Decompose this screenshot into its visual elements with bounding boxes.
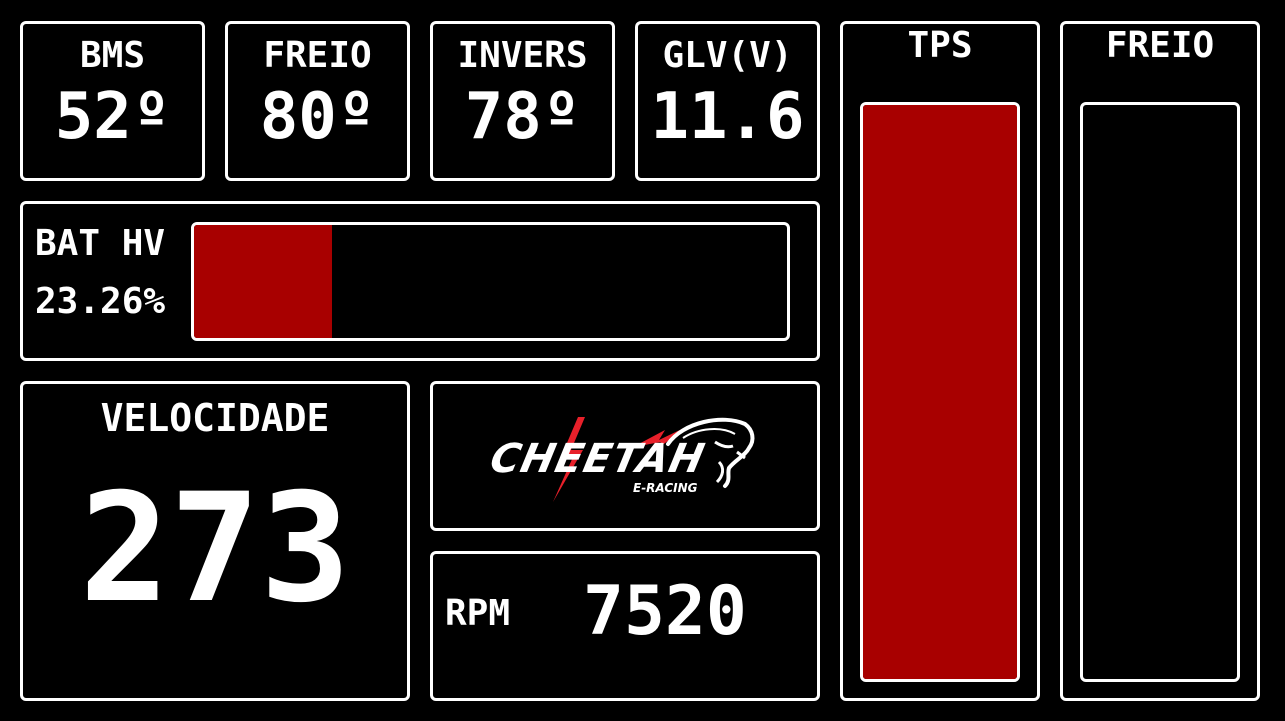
- brake-pedal-label: FREIO: [1105, 25, 1215, 66]
- rpm-label: RPM: [445, 593, 511, 634]
- brake-pedal-panel: FREIO: [1060, 21, 1260, 701]
- inversor-label: INVERS: [457, 35, 588, 76]
- battery-bar-fill: [194, 225, 332, 338]
- freio-temp-value: 80º: [259, 80, 376, 154]
- freio-temp-label: FREIO: [263, 35, 372, 76]
- stat-panel-glv: GLV(V) 11.6: [635, 21, 820, 181]
- speed-value: 273: [79, 462, 351, 636]
- bms-value: 52º: [54, 80, 171, 154]
- bms-label: BMS: [79, 35, 146, 76]
- brake-pedal-bar-track: [1080, 102, 1240, 682]
- logo-subtitle: E-RACING: [633, 481, 698, 495]
- tps-panel: TPS: [840, 21, 1040, 701]
- battery-percent: 23.26%: [35, 281, 166, 322]
- stat-panel-freio-temp: FREIO 80º: [225, 21, 410, 181]
- stat-panel-bms: BMS 52º: [20, 21, 205, 181]
- tps-label: TPS: [907, 25, 973, 66]
- rpm-value: 7520: [583, 572, 747, 651]
- cheetah-head-icon: [553, 417, 755, 502]
- rpm-panel: RPM 7520: [430, 551, 820, 701]
- stat-panel-inversor: INVERS 78º: [430, 21, 615, 181]
- speed-label: VELOCIDADE: [100, 396, 330, 440]
- inversor-value: 78º: [464, 80, 581, 154]
- cheetah-logo: CHEETAH E-RACING: [483, 402, 773, 512]
- battery-panel: BAT HV 23.26%: [20, 201, 820, 361]
- tps-bar-fill: [863, 105, 1017, 679]
- battery-label: BAT HV: [35, 223, 166, 264]
- logo-wordmark: CHEETAH: [486, 436, 709, 482]
- glv-label: GLV(V): [662, 35, 793, 76]
- speed-panel: VELOCIDADE 273: [20, 381, 410, 701]
- glv-value: 11.6: [650, 80, 805, 154]
- logo-panel: CHEETAH E-RACING: [430, 381, 820, 531]
- battery-bar-track: [191, 222, 790, 341]
- tps-bar-track: [860, 102, 1020, 682]
